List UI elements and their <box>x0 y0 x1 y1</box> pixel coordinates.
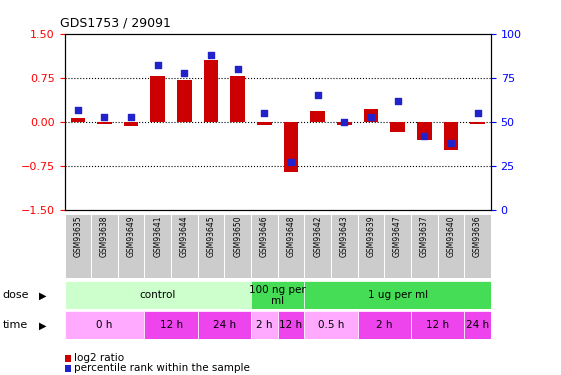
Bar <box>251 311 278 339</box>
Bar <box>465 214 491 278</box>
Text: GSM93645: GSM93645 <box>206 216 215 257</box>
Text: log2 ratio: log2 ratio <box>74 353 124 363</box>
Bar <box>411 214 438 278</box>
Text: GSM93644: GSM93644 <box>180 216 189 257</box>
Bar <box>251 281 304 309</box>
Text: GSM93642: GSM93642 <box>313 216 322 257</box>
Text: 0.5 h: 0.5 h <box>318 320 344 330</box>
Bar <box>124 122 139 126</box>
Point <box>233 66 242 72</box>
Bar <box>231 76 245 122</box>
Text: ▶: ▶ <box>39 290 47 300</box>
Point <box>366 114 375 120</box>
Bar <box>278 214 304 278</box>
Bar <box>304 281 491 309</box>
Bar <box>331 214 358 278</box>
Bar <box>337 122 352 125</box>
Bar <box>204 60 218 122</box>
Bar <box>390 122 405 132</box>
Text: GSM93646: GSM93646 <box>260 216 269 257</box>
Point <box>260 110 269 116</box>
Bar <box>364 109 378 122</box>
Text: GSM93648: GSM93648 <box>287 216 296 257</box>
Text: GSM93641: GSM93641 <box>153 216 162 257</box>
Bar <box>304 311 358 339</box>
Text: 24 h: 24 h <box>213 320 236 330</box>
Point <box>473 110 482 116</box>
Point <box>153 63 162 69</box>
Text: GSM93640: GSM93640 <box>447 216 456 257</box>
Bar <box>257 122 272 125</box>
Bar <box>177 80 192 122</box>
Bar <box>470 122 485 124</box>
Bar <box>97 122 112 124</box>
Text: 2 h: 2 h <box>256 320 273 330</box>
Point <box>393 98 402 104</box>
Bar <box>145 214 171 278</box>
Point <box>420 133 429 139</box>
Bar <box>91 214 118 278</box>
Text: GSM93650: GSM93650 <box>233 216 242 257</box>
Text: control: control <box>140 290 176 300</box>
Bar <box>145 311 197 339</box>
Bar <box>358 311 411 339</box>
Bar <box>197 311 251 339</box>
Point <box>127 114 136 120</box>
Bar <box>284 122 298 172</box>
Bar <box>310 111 325 122</box>
Text: GSM93649: GSM93649 <box>127 216 136 257</box>
Bar <box>438 214 465 278</box>
Bar <box>197 214 224 278</box>
Bar <box>358 214 384 278</box>
Text: 12 h: 12 h <box>426 320 449 330</box>
Bar <box>224 214 251 278</box>
Text: 24 h: 24 h <box>466 320 489 330</box>
Bar <box>411 311 465 339</box>
Bar <box>65 311 144 339</box>
Text: 1 ug per ml: 1 ug per ml <box>367 290 427 300</box>
Bar <box>71 118 85 122</box>
Point <box>340 119 349 125</box>
Bar <box>278 311 304 339</box>
Text: 2 h: 2 h <box>376 320 393 330</box>
Point <box>206 52 215 58</box>
Bar <box>384 214 411 278</box>
Point <box>180 69 189 75</box>
Text: GSM93638: GSM93638 <box>100 216 109 257</box>
Point <box>73 106 82 112</box>
Bar <box>65 281 251 309</box>
Text: GSM93647: GSM93647 <box>393 216 402 257</box>
Text: 12 h: 12 h <box>279 320 302 330</box>
Text: GDS1753 / 29091: GDS1753 / 29091 <box>60 16 171 29</box>
Bar <box>65 214 91 278</box>
Text: GSM93636: GSM93636 <box>473 216 482 257</box>
Bar <box>118 214 145 278</box>
Bar <box>304 214 331 278</box>
Text: GSM93643: GSM93643 <box>340 216 349 257</box>
Point <box>313 93 322 99</box>
Text: percentile rank within the sample: percentile rank within the sample <box>74 363 250 373</box>
Text: 100 ng per
ml: 100 ng per ml <box>249 285 306 306</box>
Point <box>447 140 456 146</box>
Text: ▶: ▶ <box>39 320 47 330</box>
Bar <box>465 311 491 339</box>
Text: dose: dose <box>3 290 29 300</box>
Text: time: time <box>3 320 28 330</box>
Bar <box>251 214 278 278</box>
Text: GSM93635: GSM93635 <box>73 216 82 257</box>
Point <box>287 159 296 165</box>
Bar <box>444 122 458 150</box>
Text: GSM93637: GSM93637 <box>420 216 429 257</box>
Bar <box>417 122 431 140</box>
Text: 12 h: 12 h <box>159 320 183 330</box>
Text: 0 h: 0 h <box>96 320 113 330</box>
Point <box>100 114 109 120</box>
Text: GSM93639: GSM93639 <box>366 216 375 257</box>
Bar <box>171 214 198 278</box>
Bar <box>150 76 165 122</box>
